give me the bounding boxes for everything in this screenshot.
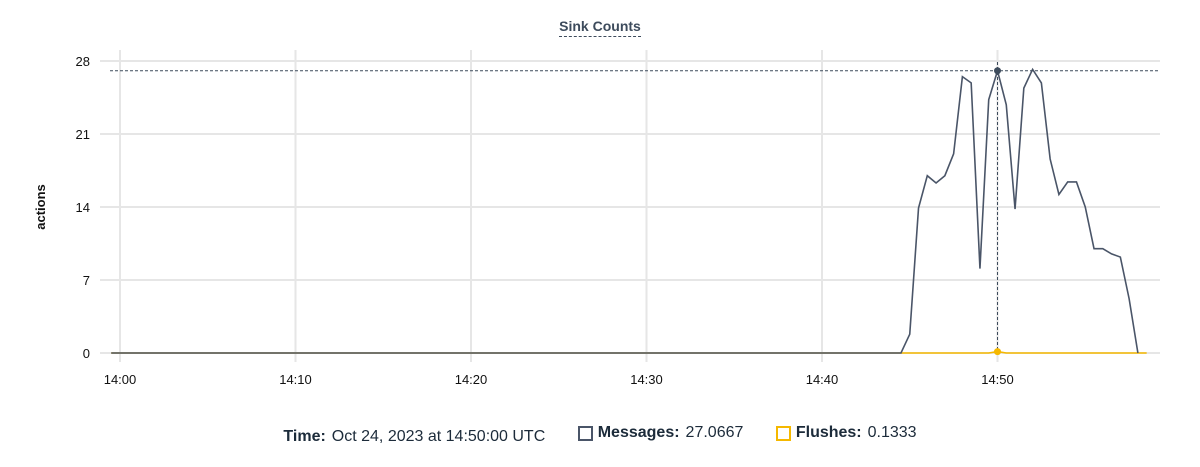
legend-messages[interactable]: Messages: 27.0667 <box>577 424 743 442</box>
hover-point-flushes <box>994 348 1001 356</box>
y-tick-label: 21 <box>76 127 90 142</box>
x-tick-label: 14:00 <box>104 372 137 387</box>
y-tick-label: 7 <box>83 273 90 288</box>
legend-flushes[interactable]: Flushes: 0.1333 <box>775 424 917 442</box>
x-tick-label: 14:20 <box>455 372 488 387</box>
x-tick-label: 14:50 <box>981 372 1014 387</box>
x-tick-label: 14:40 <box>806 372 839 387</box>
messages-swatch-icon <box>577 425 593 441</box>
x-tick-label: 14:30 <box>630 372 663 387</box>
y-tick-label: 28 <box>76 54 90 69</box>
chart-title[interactable]: Sink Counts <box>0 18 1200 37</box>
y-tick-label: 14 <box>76 200 90 215</box>
y-tick-label: 0 <box>83 346 90 361</box>
time-value: Oct 24, 2023 at 14:50:00 UTC <box>331 427 546 445</box>
x-tick-label: 14:10 <box>279 372 312 387</box>
time-label: Time: <box>283 427 326 445</box>
y-axis-label: actions <box>33 184 48 230</box>
line-chart: 0 7 14 21 28 14:00 14:10 14:20 14:30 14:40 14:50 ac… <box>33 50 1160 387</box>
series-line-messages <box>111 67 1139 354</box>
hover-legend: Time: Oct 24, 2023 at 14:50:00 UTC Messag… <box>0 424 1200 446</box>
flushes-swatch-icon <box>775 425 791 441</box>
hover-point-messages <box>994 67 1001 75</box>
